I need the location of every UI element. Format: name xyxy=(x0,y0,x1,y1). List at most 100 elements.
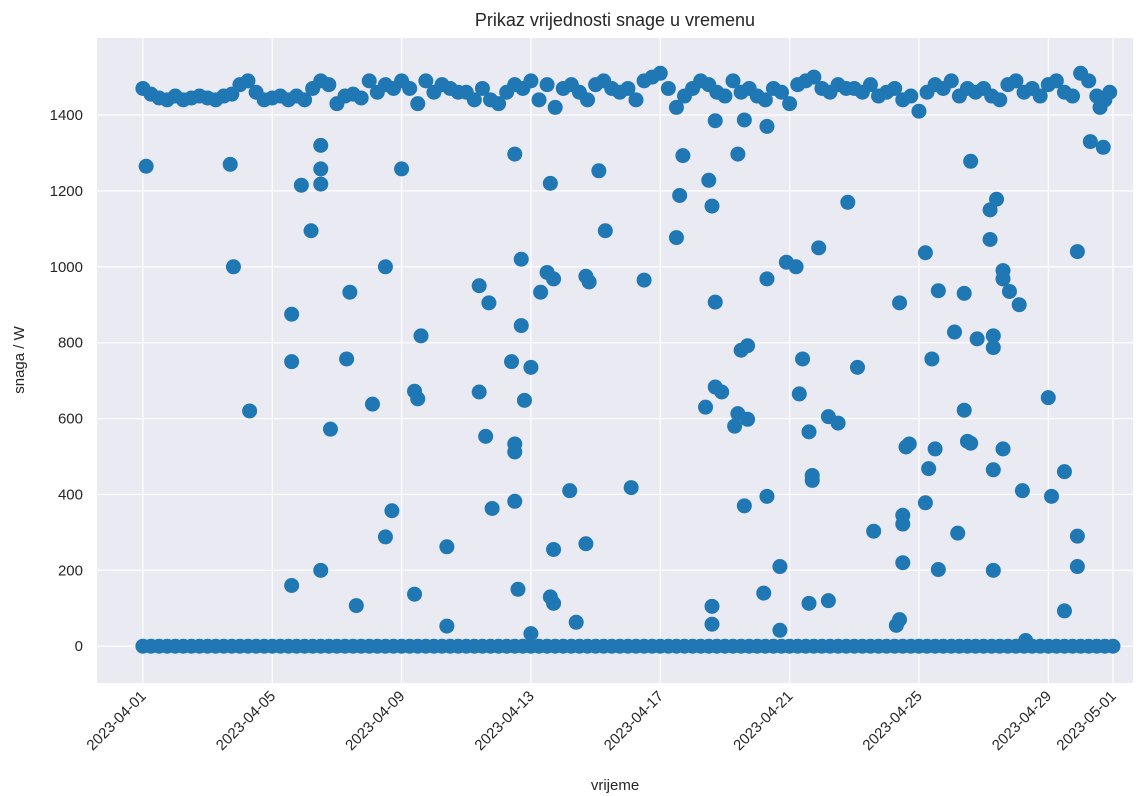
point xyxy=(1065,88,1081,104)
point xyxy=(911,103,927,119)
point xyxy=(138,158,154,174)
point xyxy=(725,73,741,89)
point xyxy=(284,577,300,593)
point xyxy=(1095,139,1111,155)
point xyxy=(956,285,972,301)
point xyxy=(943,73,959,89)
point xyxy=(985,340,1001,356)
point xyxy=(597,223,613,239)
y-tick-label: 1200 xyxy=(50,183,83,200)
point xyxy=(736,112,752,128)
point xyxy=(507,146,523,162)
point xyxy=(930,283,946,299)
point xyxy=(471,278,487,294)
point xyxy=(788,259,804,275)
point xyxy=(727,418,743,434)
point xyxy=(820,593,836,609)
point xyxy=(580,92,596,108)
point xyxy=(377,259,393,275)
point xyxy=(466,92,482,108)
point xyxy=(806,69,822,85)
point xyxy=(840,194,856,210)
point xyxy=(513,251,529,267)
point xyxy=(225,259,241,275)
point xyxy=(1032,88,1048,104)
point xyxy=(995,441,1011,457)
x-tick-label: 2023-05-01 xyxy=(1054,688,1120,754)
point xyxy=(578,536,594,552)
point xyxy=(394,161,410,177)
point xyxy=(361,73,377,89)
point xyxy=(989,191,1005,207)
point xyxy=(930,562,946,578)
point xyxy=(628,92,644,108)
point xyxy=(736,498,752,514)
point xyxy=(995,271,1011,287)
point xyxy=(927,441,943,457)
point xyxy=(513,318,529,334)
point xyxy=(481,295,497,311)
point xyxy=(1008,73,1024,89)
point xyxy=(240,73,256,89)
point xyxy=(342,284,358,300)
point xyxy=(698,399,714,415)
point xyxy=(478,428,494,444)
point xyxy=(892,295,908,311)
x-tick-label: 2023-04-21 xyxy=(730,688,796,754)
point xyxy=(730,146,746,162)
point xyxy=(523,626,539,642)
point xyxy=(623,480,639,496)
y-tick-label: 0 xyxy=(75,638,83,655)
point xyxy=(866,523,882,539)
point xyxy=(830,415,846,431)
x-axis-label: vrijeme xyxy=(591,777,639,794)
point xyxy=(756,585,772,601)
point xyxy=(471,384,487,400)
point xyxy=(636,272,652,288)
point xyxy=(714,384,730,400)
point xyxy=(982,231,998,247)
point xyxy=(804,467,820,483)
point xyxy=(222,156,238,172)
point xyxy=(1040,390,1056,406)
point xyxy=(546,271,562,287)
point xyxy=(1044,488,1060,504)
y-tick-label: 800 xyxy=(58,335,83,352)
point xyxy=(507,493,523,509)
point xyxy=(293,177,309,193)
point xyxy=(348,598,364,614)
point xyxy=(963,435,979,451)
point xyxy=(1001,283,1017,299)
point xyxy=(568,614,584,630)
point xyxy=(413,328,429,344)
point xyxy=(707,113,723,129)
point xyxy=(782,96,798,112)
point xyxy=(620,80,636,96)
y-tick-label: 600 xyxy=(58,411,83,428)
point xyxy=(740,338,756,354)
point xyxy=(759,271,775,287)
point xyxy=(985,562,1001,578)
point xyxy=(717,88,733,104)
point xyxy=(321,77,337,93)
point xyxy=(950,525,966,541)
point xyxy=(1056,603,1072,619)
point xyxy=(410,391,426,407)
point xyxy=(303,223,319,239)
point xyxy=(1102,84,1118,100)
point xyxy=(1092,99,1108,115)
point xyxy=(377,529,393,545)
point xyxy=(339,351,355,367)
point xyxy=(353,90,369,106)
plot-area xyxy=(97,38,1133,683)
point xyxy=(701,172,717,188)
x-tick-label: 2023-04-25 xyxy=(859,688,925,754)
point xyxy=(1014,483,1030,499)
point xyxy=(704,616,720,632)
point xyxy=(531,92,547,108)
point xyxy=(1069,528,1085,544)
point xyxy=(313,562,329,578)
point xyxy=(1069,244,1085,260)
